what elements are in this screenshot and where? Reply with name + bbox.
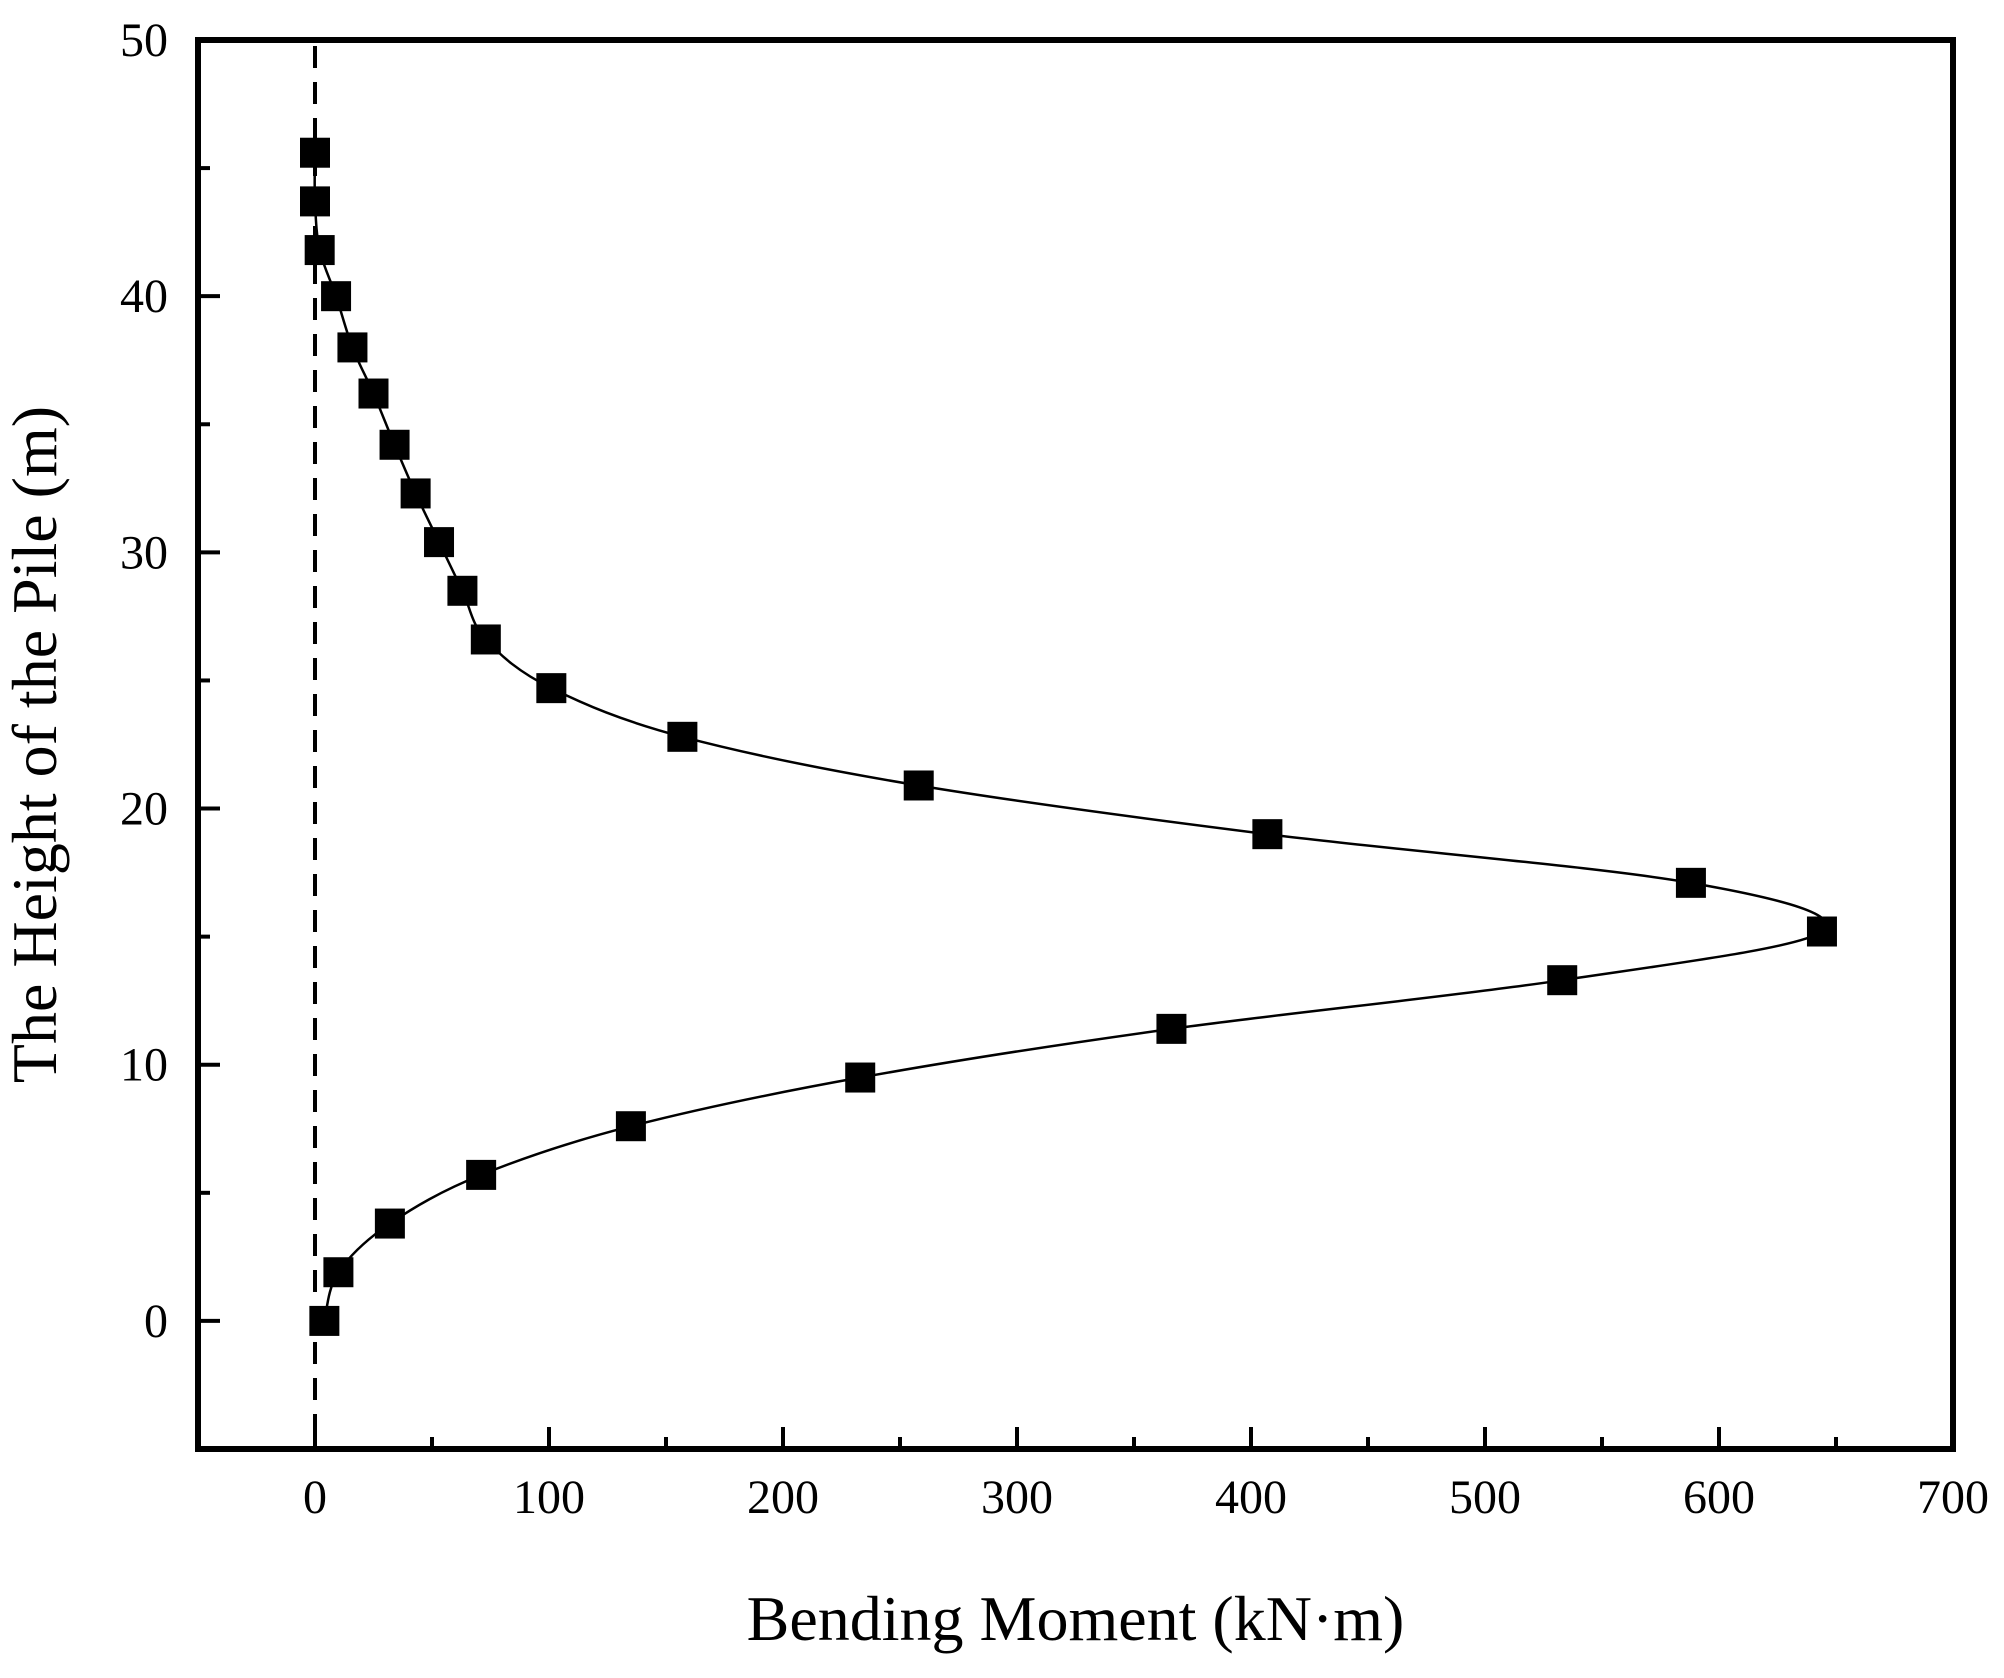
data-point-marker (845, 1062, 876, 1093)
y-tick-label: 50 (120, 14, 168, 67)
y-tick-label: 10 (120, 1039, 168, 1092)
y-tick-label: 40 (120, 270, 168, 323)
x-tick-label: 500 (1449, 1471, 1521, 1524)
data-point-marker (321, 281, 352, 312)
x-tick-label: 300 (981, 1471, 1053, 1524)
data-point-marker (447, 575, 478, 606)
data-point-marker (400, 478, 431, 509)
series-line (313, 152, 1828, 1322)
data-point-marker (300, 137, 330, 168)
x-tick-label: 200 (747, 1471, 819, 1524)
series-line-layer (313, 152, 1828, 1322)
data-point-marker (337, 332, 368, 363)
x-tick-label: 0 (303, 1471, 327, 1524)
data-point-marker (424, 527, 455, 558)
data-point-marker (1806, 916, 1837, 947)
data-point-marker (615, 1111, 646, 1142)
plot-frame (195, 37, 1956, 1452)
data-point-marker (374, 1208, 405, 1239)
data-point-marker (1547, 965, 1578, 996)
data-point-marker (667, 721, 698, 752)
data-point-marker (309, 1305, 340, 1336)
data-point-marker (536, 673, 567, 704)
data-point-marker (903, 770, 934, 801)
y-tick-label: 0 (144, 1295, 168, 1348)
data-point-marker (466, 1159, 497, 1190)
data-point-marker (358, 378, 389, 409)
y-tick-label: 20 (120, 783, 168, 836)
x-tick-label: 700 (1917, 1471, 1989, 1524)
y-tick-label: 30 (120, 526, 168, 579)
data-point-marker (379, 429, 410, 460)
data-point-marker (304, 235, 335, 266)
series-marker-layer (300, 137, 1837, 1336)
tick-layer: 0 100 200 300 400 500 600 700 0 10 20 30 40 50 (120, 14, 1989, 1524)
x-axis-title: Bending Moment (kN·m) (747, 1583, 1405, 1654)
data-point-marker (1156, 1013, 1187, 1044)
data-point-marker (1252, 819, 1283, 850)
data-point-marker (300, 186, 330, 217)
data-point-marker (1675, 867, 1706, 898)
data-point-marker (323, 1257, 354, 1288)
x-tick-label: 600 (1683, 1471, 1755, 1524)
x-tick-label: 100 (513, 1471, 585, 1524)
x-tick-label: 400 (1215, 1471, 1287, 1524)
y-axis-title: The Height of the Pile (m) (0, 406, 70, 1083)
data-point-marker (470, 624, 501, 655)
